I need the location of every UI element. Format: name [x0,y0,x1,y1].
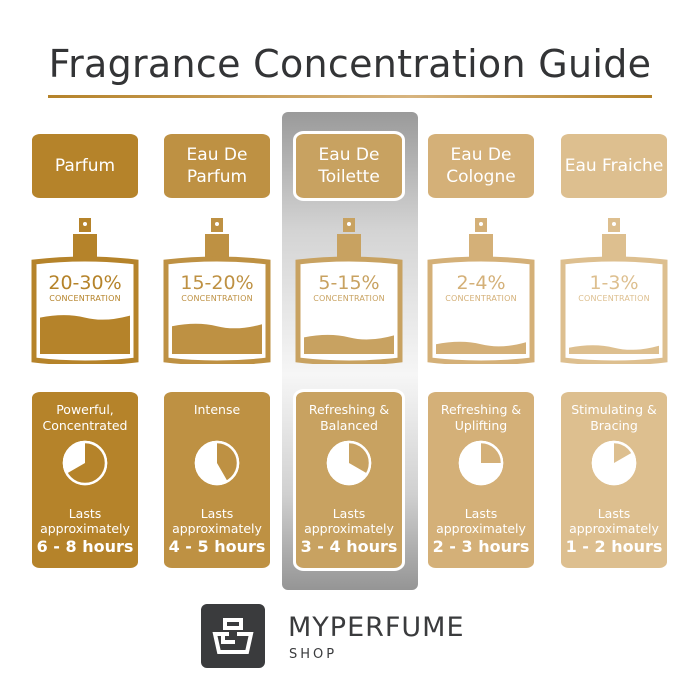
fill-level [304,334,394,354]
clock-wedge [217,442,239,482]
description: Intense [193,402,241,417]
concentration: 15-20% CONCENTRATION [162,272,272,303]
type-header: Eau De Cologne [428,134,534,198]
lasts-label: Lasts approximately [436,506,526,536]
description: Stimulating & Bracing [571,402,657,433]
longevity-card: Refreshing & Uplifting Lasts approximate… [428,392,534,568]
concentration-value: 15-20% [180,272,254,294]
type-header: Parfum [32,134,138,198]
concentration-label: CONCENTRATION [445,294,517,303]
fill-level [569,345,659,354]
fill-level [172,323,262,354]
longevity-card: Intense Lasts approximately 4 - 5 hours [164,392,270,568]
lasts-label: Lasts approximately [304,506,394,536]
concentration-label: CONCENTRATION [181,294,253,303]
concentration-value: 5-15% [318,272,380,294]
perfume-bottle-icon [201,604,265,668]
clock-icon [591,440,637,486]
description: Powerful, Concentrated [42,402,128,433]
description: Refreshing & Uplifting [440,402,522,433]
type-name: Eau De Cologne [446,145,516,187]
duration: 4 - 5 hours [168,537,266,556]
type-name: Eau De Toilette [318,145,380,187]
bottle-icon [295,218,403,364]
page-title: Fragrance Concentration Guide [48,42,652,86]
description: Refreshing & Balanced [308,402,390,433]
duration: 2 - 3 hours [432,537,530,556]
concentration: 20-30% CONCENTRATION [30,272,140,303]
concentration: 2-4% CONCENTRATION [426,272,536,303]
concentration-label: CONCENTRATION [49,294,121,303]
lasts-label: Lasts approximately [172,506,262,536]
duration: 1 - 2 hours [565,537,663,556]
concentration-label: CONCENTRATION [578,294,650,303]
title-divider [48,95,652,98]
lasts-label: Lasts approximately [40,506,130,536]
fill-level [436,341,526,354]
concentration-value: 2-4% [456,272,506,294]
longevity-card: Powerful, Concentrated Lasts approximate… [32,392,138,568]
brand-subtitle: SHOP [289,647,338,662]
brand-name: MYPERFUME [288,612,465,643]
clock-icon [458,440,504,486]
type-header: Eau De Toilette [293,131,405,201]
longevity-card: Stimulating & Bracing Lasts approximatel… [561,392,667,568]
type-header: Eau De Parfum [164,134,270,198]
type-header: Eau Fraiche [561,134,667,198]
bottle-icon [163,218,271,364]
longevity-card: Refreshing & Balanced Lasts approximatel… [293,389,405,571]
clock-wedge [481,442,502,463]
type-name: Eau Fraiche [564,156,664,176]
concentration: 1-3% CONCENTRATION [559,272,669,303]
duration: 3 - 4 hours [300,537,398,556]
type-name: Eau De Parfum [186,145,248,187]
clock-icon [326,440,372,486]
concentration: 5-15% CONCENTRATION [294,272,404,303]
clock-icon [62,440,108,486]
lasts-label: Lasts approximately [569,506,659,536]
bottle-icon [427,218,535,364]
clock-icon [194,440,240,486]
concentration-value: 20-30% [48,272,122,294]
bottle-icon [560,218,668,364]
bottle-icon [31,218,139,364]
concentration-label: CONCENTRATION [313,294,385,303]
clock-wedge [66,442,106,484]
duration: 6 - 8 hours [36,537,134,556]
type-name: Parfum [54,156,116,176]
fill-level [40,315,130,354]
concentration-value: 1-3% [589,272,639,294]
